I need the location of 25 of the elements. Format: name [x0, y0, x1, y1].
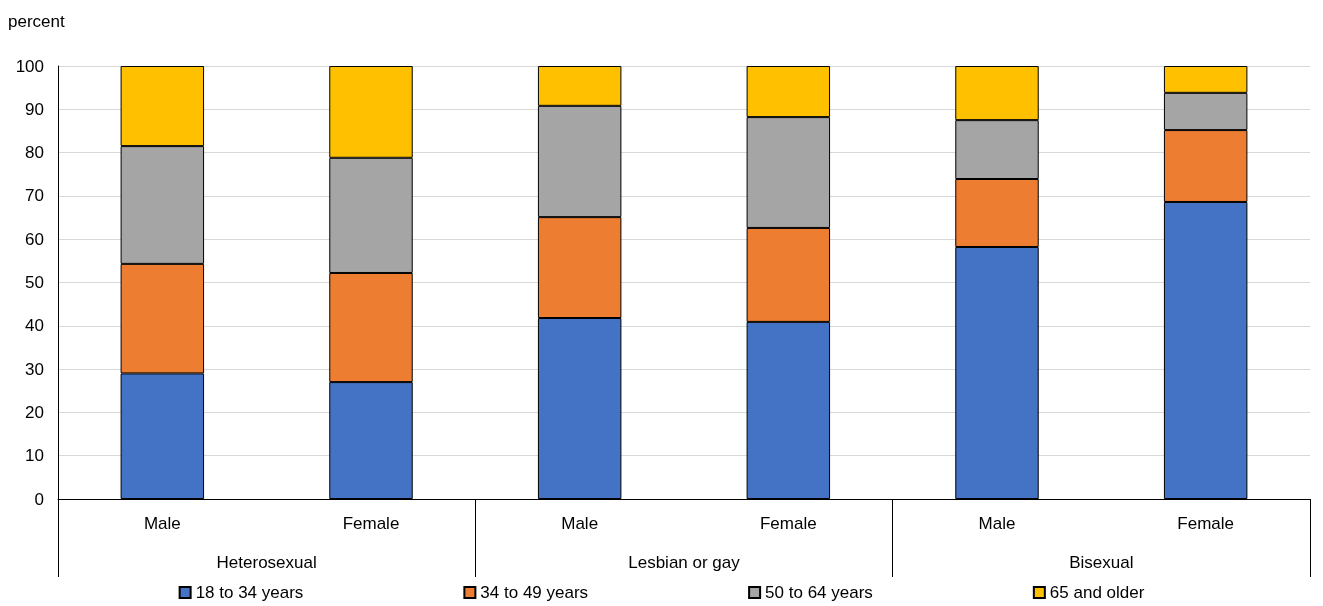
y-axis-title: percent: [8, 12, 65, 31]
y-tick-label: 60: [25, 229, 44, 249]
legend-label: 50 to 64 years: [765, 583, 873, 602]
y-tick-label: 70: [25, 186, 44, 206]
y-tick-label: 90: [25, 99, 44, 119]
text: Bisexual: [1069, 553, 1134, 572]
y-tick-label: 40: [25, 316, 44, 336]
text: Heterosexual: [216, 553, 317, 572]
legend-label: 18 to 34 years: [195, 583, 304, 602]
y-tick-label: 80: [25, 143, 44, 163]
text: Lesbian or gay: [628, 553, 741, 572]
y-tick-label: 30: [25, 359, 44, 379]
x-tick-label: Male: [143, 514, 181, 533]
y-tick-label: 20: [25, 402, 44, 422]
x-tick-label: Male: [561, 514, 599, 533]
y-tick-label: 100: [15, 56, 44, 76]
x-tick-label: Female: [342, 514, 400, 533]
y-tick-label: 10: [25, 446, 44, 466]
x-tick-label: Female: [1177, 514, 1235, 533]
y-tick-label: 0: [34, 489, 44, 509]
legend-label: 34 to 49 years: [480, 583, 589, 602]
x-tick-label: Male: [978, 514, 1016, 533]
legend-label: 65 and older: [1049, 583, 1145, 602]
x-tick-label: Female: [759, 514, 817, 533]
y-tick-label: 50: [25, 273, 44, 292]
